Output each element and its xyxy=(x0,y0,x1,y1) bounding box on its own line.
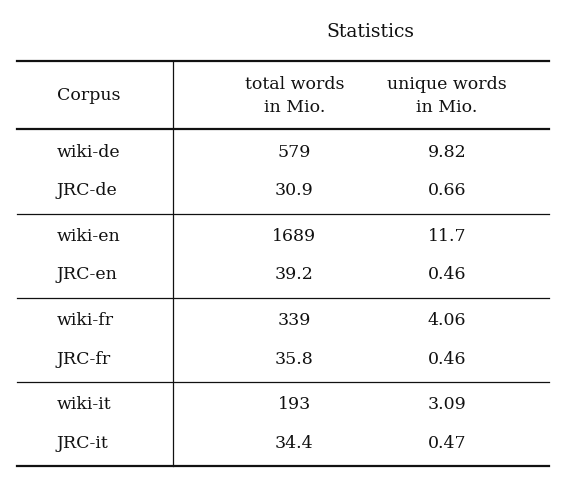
Text: 30.9: 30.9 xyxy=(275,183,314,199)
Text: 193: 193 xyxy=(278,396,311,413)
Text: wiki-de: wiki-de xyxy=(57,143,120,161)
Text: total words: total words xyxy=(245,77,344,93)
Text: 579: 579 xyxy=(278,143,311,161)
Text: 0.46: 0.46 xyxy=(428,266,466,284)
Text: JRC-it: JRC-it xyxy=(57,435,108,452)
Text: 0.66: 0.66 xyxy=(428,183,466,199)
Text: JRC-en: JRC-en xyxy=(57,266,118,284)
Text: Statistics: Statistics xyxy=(327,23,415,41)
Text: wiki-en: wiki-en xyxy=(57,228,121,244)
Text: 4.06: 4.06 xyxy=(428,312,466,329)
Text: 35.8: 35.8 xyxy=(275,351,314,367)
Text: wiki-fr: wiki-fr xyxy=(57,312,114,329)
Text: unique words: unique words xyxy=(387,77,507,93)
Text: 34.4: 34.4 xyxy=(275,435,314,452)
Text: in Mio.: in Mio. xyxy=(264,99,325,116)
Text: JRC-de: JRC-de xyxy=(57,183,117,199)
Text: 0.47: 0.47 xyxy=(428,435,466,452)
Text: wiki-it: wiki-it xyxy=(57,396,112,413)
Text: JRC-fr: JRC-fr xyxy=(57,351,111,367)
Text: 11.7: 11.7 xyxy=(428,228,466,244)
Text: 39.2: 39.2 xyxy=(275,266,314,284)
Text: Corpus: Corpus xyxy=(57,87,120,103)
Text: 339: 339 xyxy=(278,312,311,329)
Text: 0.46: 0.46 xyxy=(428,351,466,367)
Text: 3.09: 3.09 xyxy=(428,396,466,413)
Text: 1689: 1689 xyxy=(272,228,316,244)
Text: in Mio.: in Mio. xyxy=(417,99,478,116)
Text: 9.82: 9.82 xyxy=(428,143,466,161)
